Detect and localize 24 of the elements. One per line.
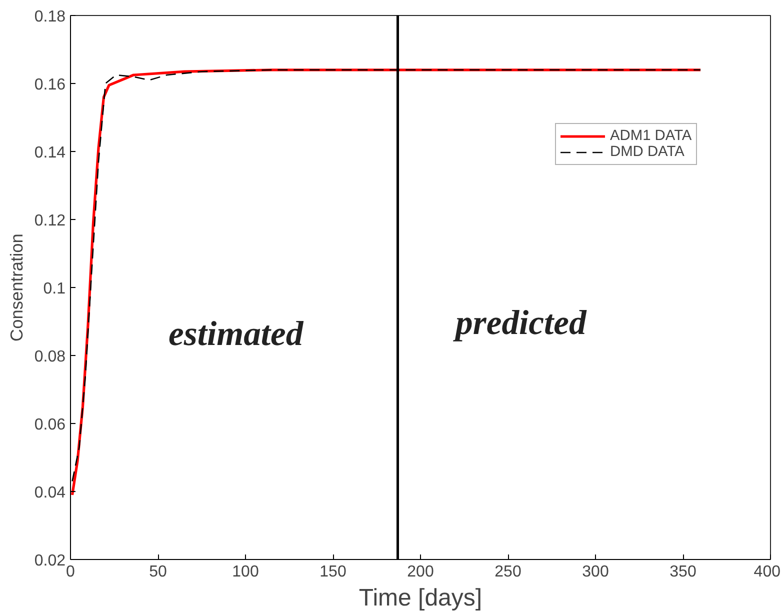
x-tick-label: 100 [232, 564, 259, 580]
annotation: estimated [168, 314, 304, 353]
x-tick-label: 200 [407, 564, 434, 580]
x-tick-label: 350 [670, 564, 696, 580]
annotation: predicted [452, 304, 588, 342]
x-tick-label: 150 [320, 564, 346, 580]
x-tick-label: 300 [582, 564, 609, 580]
x-tick-label: 400 [754, 564, 781, 580]
x-tick-label: 250 [494, 564, 522, 580]
y-tick-label: 0.16 [34, 76, 66, 94]
y-tick-label: 0.18 [34, 8, 66, 26]
y-axis-title: Consentration [6, 234, 26, 342]
y-tick-label: 0.12 [34, 212, 66, 230]
legend-label: DMD DATA [610, 144, 684, 160]
y-tick-label: 0.02 [34, 552, 66, 570]
y-tick-label: 0.06 [34, 416, 66, 434]
y-tick-label: 0.1 [43, 280, 66, 298]
x-tick-label: 50 [149, 564, 167, 580]
y-tick-label: 0.08 [34, 348, 66, 366]
x-axis-title: Time [days] [358, 584, 482, 612]
y-tick-label: 0.04 [34, 484, 66, 502]
legend-label: ADM1 DATA [610, 128, 692, 144]
y-tick-label: 0.14 [34, 144, 66, 162]
x-tick-label: 0 [66, 564, 76, 580]
